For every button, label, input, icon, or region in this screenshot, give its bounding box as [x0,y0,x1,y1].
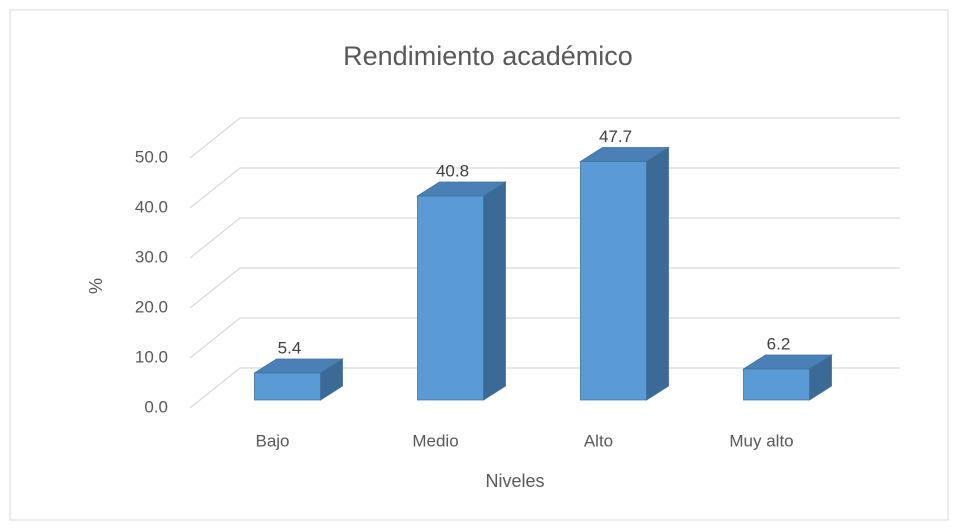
bar-front [580,161,647,401]
data-label: 6.2 [767,334,791,353]
grid-line [189,367,900,409]
data-label: 47.7 [599,127,632,146]
chart-title: Rendimiento académico [343,41,633,71]
x-tick-label: Medio [412,431,458,450]
y-tick-label: 40.0 [135,197,168,216]
y-tick-label: 30.0 [135,247,168,266]
bar [253,358,344,401]
bar-front [417,195,484,401]
x-tick-label: Bajo [255,431,289,450]
y-tick-label: 0.0 [144,397,168,416]
bar [579,146,670,401]
grid-line [189,317,900,359]
y-axis-title: % [86,278,106,294]
bar-side [483,181,506,401]
x-tick-label: Muy alto [729,431,793,450]
data-label: 5.4 [278,338,302,357]
data-label: 40.8 [436,161,469,180]
bar [416,181,507,401]
y-tick-label: 50.0 [135,147,168,166]
grid-line [189,217,900,259]
x-axis-title: Niveles [485,471,544,491]
bar-front [254,372,321,401]
grid-line [189,117,900,159]
y-tick-label: 10.0 [135,347,168,366]
grid-line [189,167,900,209]
grid-line [189,267,900,309]
y-tick-label: 20.0 [135,297,168,316]
bar-side [646,146,669,401]
bar-front [743,368,810,401]
bar [742,354,833,401]
x-tick-label: Alto [584,431,613,450]
